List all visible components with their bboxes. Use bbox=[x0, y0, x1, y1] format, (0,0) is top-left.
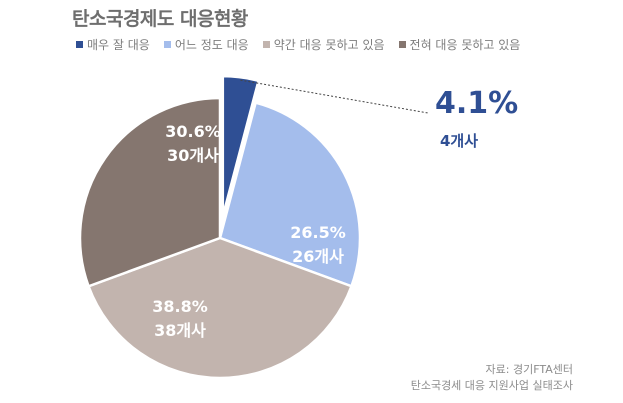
chart-title: 탄소국경제도 대응현황 bbox=[72, 8, 248, 30]
pie-slice-0 bbox=[221, 74, 261, 217]
legend-swatch bbox=[398, 41, 406, 48]
slice-count-label: 38개사 bbox=[154, 321, 206, 340]
legend-item-somewhat: 어느 정도 대응 bbox=[163, 36, 249, 53]
source-note: 자료: 경기FTA센터 탄소국경세 대응 지원사업 실태조사 bbox=[411, 362, 573, 394]
source-line-2: 탄소국경세 대응 지원사업 실태조사 bbox=[410, 379, 573, 392]
legend-item-very-well: 매우 잘 대응 bbox=[76, 36, 150, 53]
callout-percent: 4.1% bbox=[435, 86, 519, 121]
legend-swatch bbox=[262, 41, 270, 48]
slice-pct-label: 30.6% bbox=[165, 122, 221, 141]
legend-label: 어느 정도 대응 bbox=[174, 38, 249, 52]
legend-label: 매우 잘 대응 bbox=[87, 38, 150, 52]
legend-item-slightly-not: 약간 대응 못하고 있음 bbox=[262, 36, 385, 53]
slice-count-label: 30개사 bbox=[167, 146, 219, 165]
slice-pct-label: 26.5% bbox=[290, 223, 346, 242]
legend-swatch bbox=[163, 41, 171, 48]
legend-label: 약간 대응 못하고 있음 bbox=[273, 38, 385, 52]
legend-item-not-at-all: 전혀 대응 못하고 있음 bbox=[398, 36, 521, 53]
pie-slice-3 bbox=[78, 96, 222, 288]
slice-count-label: 26개사 bbox=[292, 247, 344, 266]
pie-slice-1 bbox=[218, 101, 362, 288]
legend: 매우 잘 대응 어느 정도 대응 약간 대응 못하고 있음 전혀 대응 못하고 … bbox=[76, 36, 520, 53]
slice-pct-label: 38.8% bbox=[152, 297, 208, 316]
legend-label: 전혀 대응 못하고 있음 bbox=[409, 38, 521, 52]
callout-count: 4개사 bbox=[440, 132, 479, 150]
source-line-1: 자료: 경기FTA센터 bbox=[485, 363, 573, 376]
legend-swatch bbox=[76, 41, 83, 48]
pie-slice-2 bbox=[86, 236, 354, 380]
